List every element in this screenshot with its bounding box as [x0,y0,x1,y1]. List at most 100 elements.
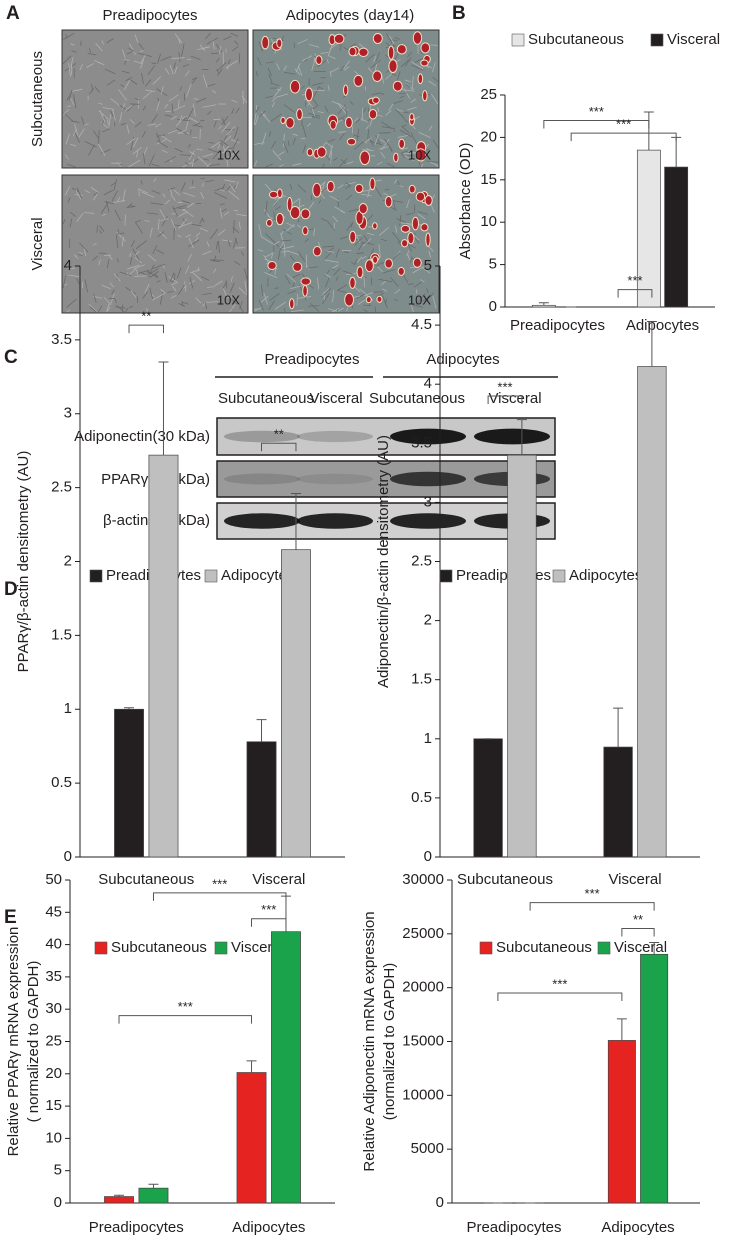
cell-texture [373,291,384,293]
cell-texture [282,141,289,154]
cell-texture [70,211,77,218]
cell-texture [147,65,156,75]
y-tick-label: 0 [489,298,497,315]
cell-texture [380,152,386,159]
cell-texture [128,78,138,85]
cell-texture [134,257,143,264]
cell-texture [164,103,169,109]
cell-texture [93,130,99,139]
cell-texture [202,292,212,295]
lipid-droplet [289,79,301,94]
cell-texture [157,218,160,230]
cell-texture [380,139,386,143]
cell-texture [168,187,175,190]
lipid-droplet [420,59,429,67]
blot-band [474,428,550,445]
cell-texture [345,161,354,165]
error-bar [613,707,624,748]
y-tick-label: 2 [64,552,72,569]
cell-texture [130,240,135,248]
significance-bracket [487,395,523,405]
bar [637,366,667,858]
cell-texture [320,52,329,54]
cell-texture [170,218,176,230]
cell-texture [167,129,178,134]
cell-texture [426,288,429,294]
cell-texture [274,206,281,211]
cell-texture [173,189,181,196]
lipid-droplet [316,146,327,158]
y-tick-label: 2.5 [411,552,432,569]
cell-texture [192,124,204,128]
cell-texture [65,133,70,145]
cell-texture [214,186,225,192]
cell-texture [223,288,227,297]
y-tick-label: 20 [480,128,497,145]
cell-texture [185,117,190,131]
cell-texture [291,198,300,205]
lipid-droplet [348,46,357,57]
cell-texture [133,264,145,270]
cell-texture [380,280,387,286]
lipid-droplet [424,195,433,206]
cell-texture [104,201,115,205]
cell-texture [337,104,346,115]
legend-swatch [552,569,566,583]
cell-texture [92,193,98,201]
cell-texture [411,61,424,70]
cell-texture [83,248,86,257]
cell-texture [123,59,130,61]
cell-texture [139,271,152,278]
cell-texture [177,132,190,134]
cell-texture [97,305,103,313]
cell-texture [268,300,276,310]
cell-texture [182,285,187,289]
cell-texture [311,60,316,71]
x-tick-label: Subcutaneous [98,871,194,888]
cell-texture [382,288,388,292]
cell-texture [79,63,84,71]
cell-texture [338,158,348,168]
cell-texture [63,32,75,40]
cell-texture [145,307,149,313]
cell-texture [135,250,140,256]
cell-texture [101,284,111,290]
cell-texture [84,212,95,214]
y-tick-label: 25 [45,1032,62,1049]
cell-texture [265,163,274,168]
bar [138,1187,169,1204]
cell-texture [155,132,162,144]
cell-texture [211,140,222,148]
lipid-droplet [408,184,416,194]
legend-label: Subcutaneous [496,939,592,956]
cell-texture [115,235,119,248]
cell-texture [134,97,140,101]
cell-texture [182,162,193,168]
cell-texture [94,86,100,93]
cell-texture [151,293,165,301]
cell-texture [113,273,121,282]
cell-texture [417,213,426,220]
lipid-droplet [302,226,309,236]
y-tick-label: 2 [424,612,432,629]
cell-texture [308,44,320,48]
cell-texture [432,76,439,82]
cell-texture [152,263,166,270]
significance-bracket [497,992,623,1002]
y-tick-label: 1 [424,730,432,747]
cell-texture [261,236,274,245]
cell-texture [142,105,146,111]
cell-texture [280,231,284,235]
cell-texture [123,60,127,65]
cell-texture [220,189,225,192]
cell-texture [337,289,347,293]
cell-texture [113,179,117,191]
cell-texture [339,236,349,240]
error-bar [646,321,657,367]
y-tick-label: 20000 [402,979,444,996]
cell-texture [337,309,339,313]
cell-texture [66,309,71,313]
cell-texture [127,203,133,208]
cell-texture [307,283,314,289]
lipid-droplet [376,295,383,303]
